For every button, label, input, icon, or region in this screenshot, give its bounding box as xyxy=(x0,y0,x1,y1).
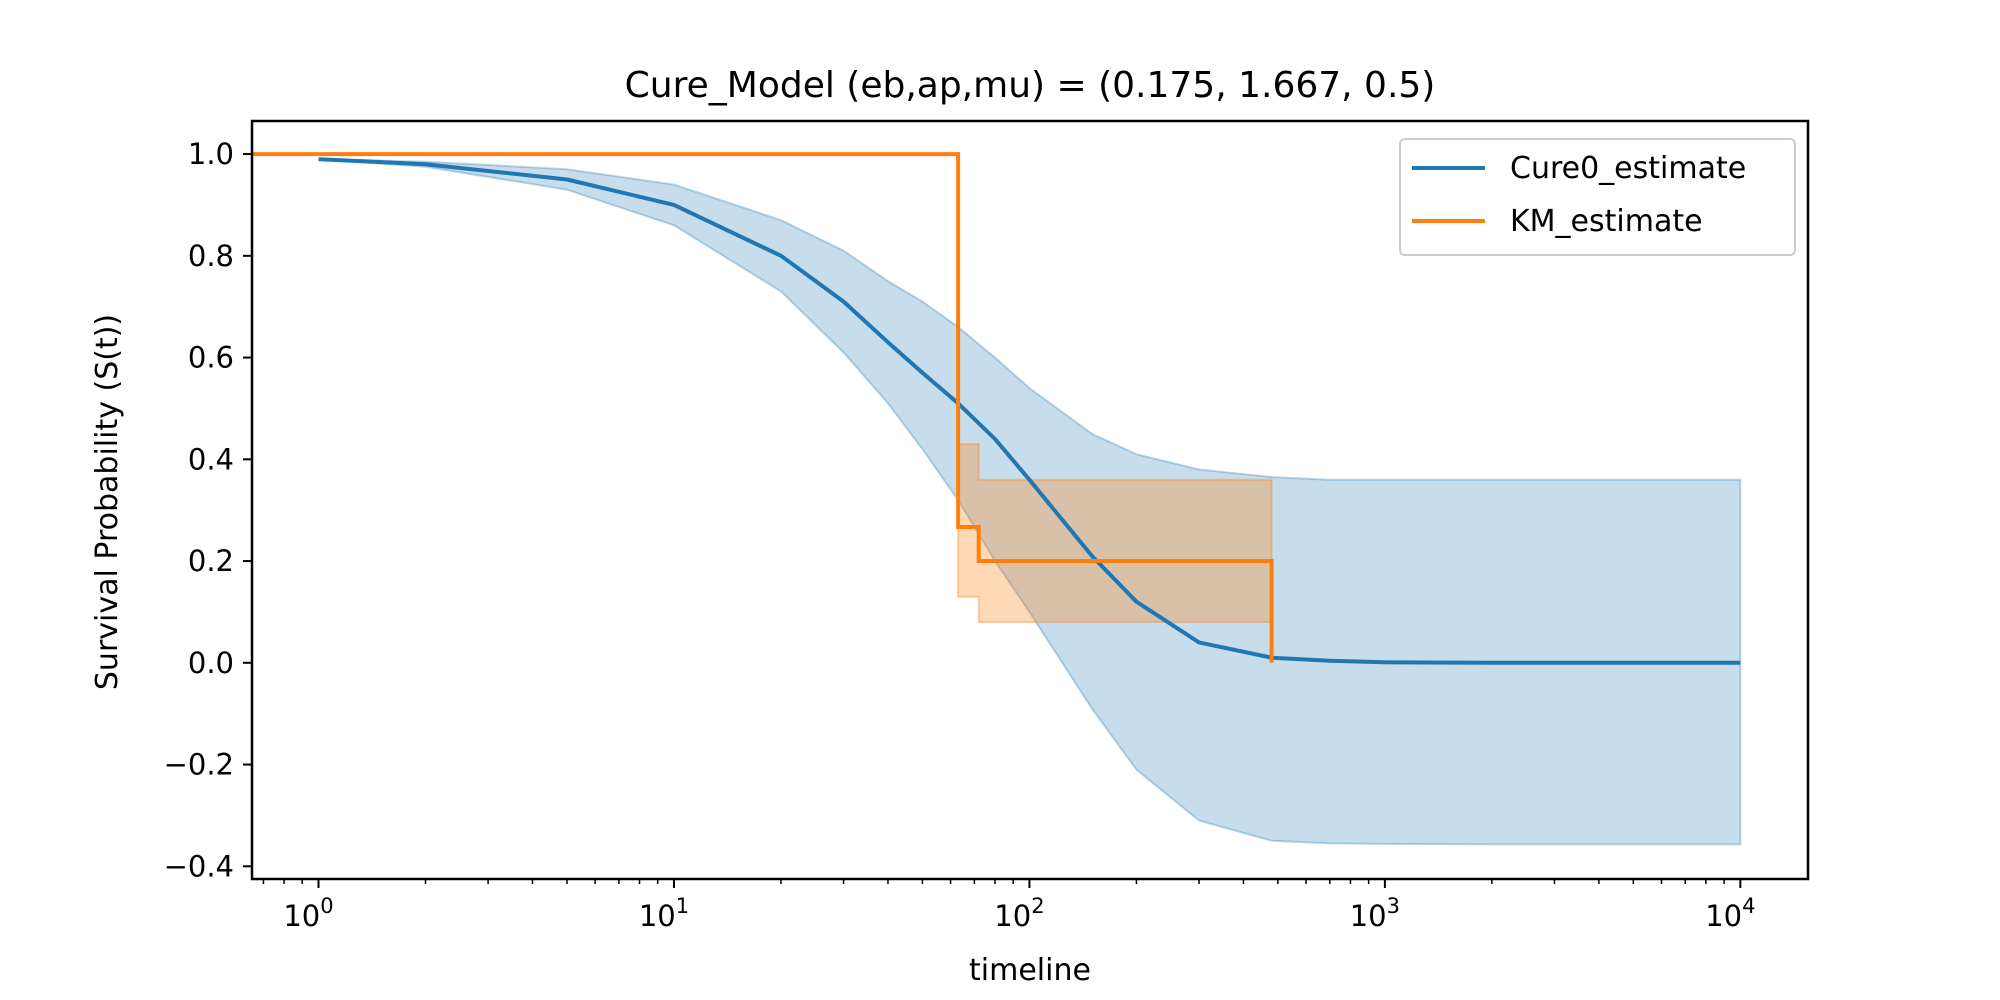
y-tick-label: −0.2 xyxy=(164,748,234,782)
y-axis-label: Survival Probability (S(t)) xyxy=(90,314,125,690)
legend-box xyxy=(1399,138,1796,256)
y-tick-label: 0.6 xyxy=(188,341,234,375)
y-tick-label: 0.4 xyxy=(188,442,234,476)
x-tick-label: 103 xyxy=(1350,894,1400,933)
y-tick-label: 1.0 xyxy=(188,137,234,171)
x-axis-label: timeline xyxy=(969,953,1091,988)
y-tick-label: 0.8 xyxy=(188,239,234,273)
x-tick-label: 101 xyxy=(639,894,689,933)
y-tick-label: 0.0 xyxy=(188,646,234,680)
x-tick-label: 100 xyxy=(283,894,333,933)
chart-title: Cure_Model (eb,ap,mu) = (0.175, 1.667, 0… xyxy=(625,65,1436,106)
legend-entry-1: Cure0_estimate xyxy=(1510,151,1746,186)
y-tick-label: −0.4 xyxy=(164,849,234,883)
km-estimate-line xyxy=(252,152,1274,663)
x-tick-label: 102 xyxy=(994,894,1044,933)
y-tick-label: 0.2 xyxy=(188,544,234,578)
legend-entry-2: KM_estimate xyxy=(1510,204,1703,239)
legend: Cure0_estimate KM_estimate xyxy=(1399,138,1796,256)
plot-area: 1.0 0.8 0.6 0.4 0.2 0.0 −0.2 −0.4 100 101 102 103 10… xyxy=(164,119,1810,933)
plot-series xyxy=(252,152,1742,846)
cure0-estimate-line xyxy=(318,157,1741,665)
x-tick-label: 104 xyxy=(1705,894,1755,933)
